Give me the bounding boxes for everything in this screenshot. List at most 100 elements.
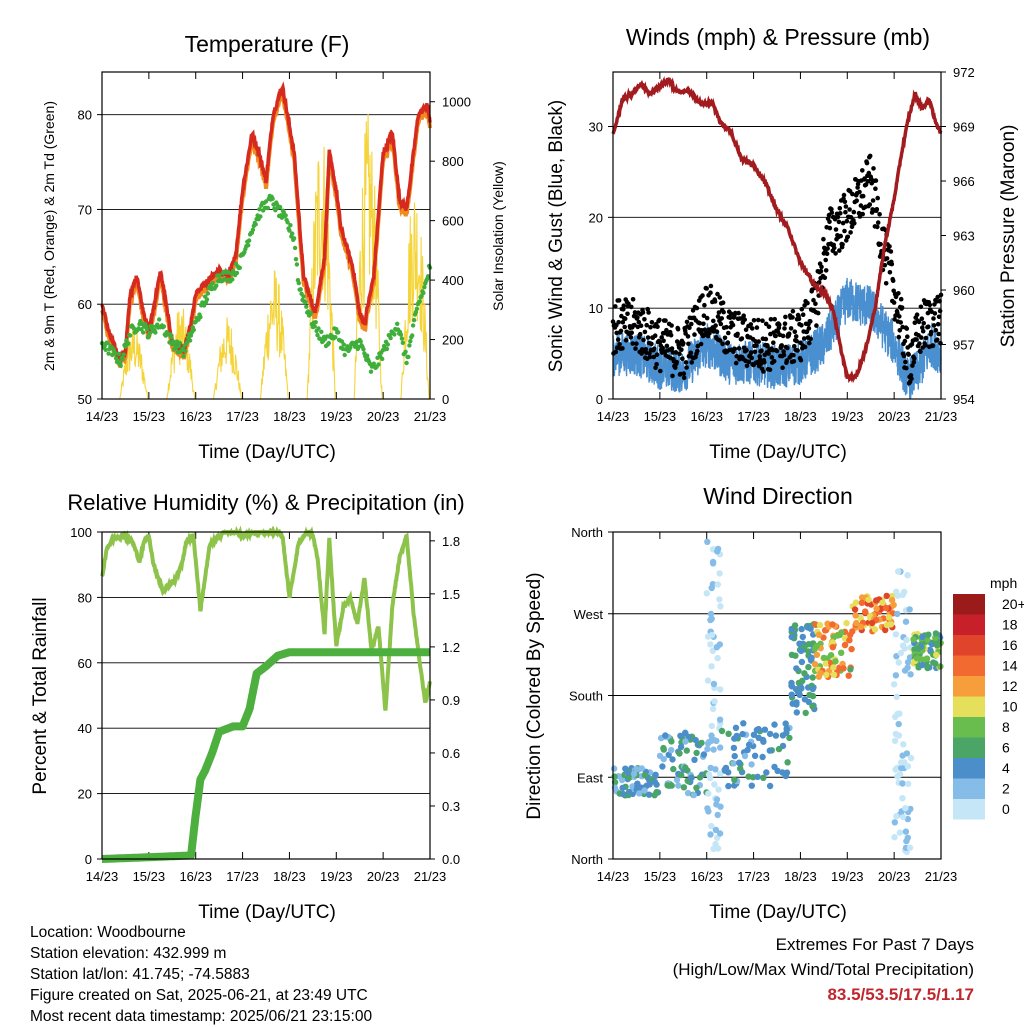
legend-label-4: 12 (1002, 678, 1018, 694)
direction-point (755, 734, 762, 741)
dewpoint-point (234, 270, 240, 276)
direction-point (857, 623, 865, 630)
direction-point (748, 761, 755, 768)
dewpoint-point (112, 351, 118, 356)
y-tick-label-left-0-3: 80 (78, 108, 92, 123)
extremes-box: Extremes For Past 7 Days (High/Low/Max W… (673, 932, 974, 1007)
direction-point (641, 772, 649, 779)
direction-point (879, 599, 886, 606)
gust-point (754, 325, 760, 330)
temperature-plot-frame (101, 71, 431, 400)
direction-point (904, 834, 911, 841)
direction-point (827, 652, 835, 659)
direction-point (906, 606, 913, 613)
gust-point (888, 249, 894, 254)
gust-point (630, 341, 635, 346)
gust-point (904, 326, 910, 331)
direction-point (903, 636, 910, 644)
direction-point (732, 724, 740, 731)
direction-point (714, 811, 721, 819)
gust-point (851, 209, 857, 215)
direction-point (682, 738, 689, 745)
direction-point (725, 782, 732, 790)
gust-point (695, 343, 701, 349)
gust-point (840, 220, 846, 226)
direction-point (704, 805, 711, 812)
gust-point (865, 179, 871, 184)
direction-point (618, 776, 626, 784)
gust-point (720, 300, 726, 306)
gust-point (695, 348, 700, 354)
gust-point (649, 320, 655, 325)
gust-point (813, 301, 818, 307)
direction-point (811, 661, 819, 668)
x-tick-label-3-5: 19/23 (831, 869, 864, 884)
dewpoint-point (296, 280, 301, 286)
gust-point (850, 191, 855, 197)
gust-point (677, 351, 682, 357)
dewpoint-point (399, 336, 405, 341)
direction-point (633, 765, 640, 773)
direction-point (791, 622, 799, 629)
temperature-ylabel-left: 2m & 9m T (Red, Orange) & 2m Td (Green) (41, 101, 57, 371)
direction-point (711, 781, 718, 788)
gust-point (870, 198, 876, 203)
gust-point (920, 328, 926, 334)
gust-point (873, 178, 879, 183)
dewpoint-point (315, 332, 320, 338)
dewpoint-point (257, 207, 262, 212)
direction-point (693, 749, 700, 757)
direction-point (793, 665, 800, 672)
direction-point (730, 760, 737, 767)
gust-point (616, 319, 621, 325)
direction-point (788, 691, 795, 698)
direction-point (692, 736, 699, 744)
gust-point (831, 245, 837, 251)
gust-point (730, 322, 736, 328)
x-tick-label-0-0: 14/23 (86, 409, 119, 424)
y-tick-label-left-2-5: 100 (70, 525, 92, 540)
gust-point (821, 236, 826, 242)
recent-text: Most recent data timestamp: 2025/06/21 2… (30, 1008, 373, 1025)
humidity-panel: Relative Humidity (%) & Precipitation (i… (30, 490, 465, 923)
direction-point (782, 720, 789, 727)
gust-point (914, 312, 920, 318)
dewpoint-point (410, 333, 415, 338)
direction-point (714, 581, 721, 588)
gust-point (751, 318, 757, 323)
direction-point (895, 659, 902, 666)
direction-point (904, 659, 912, 666)
gust-point (771, 340, 776, 346)
legend-swatch-9 (953, 778, 985, 799)
gust-point (644, 322, 649, 328)
gust-point (896, 334, 902, 340)
legend-swatch-8 (953, 758, 985, 779)
gust-series (610, 153, 944, 386)
gust-point (768, 317, 774, 322)
extremes-values: 83.5/53.5/17.5/1.17 (827, 985, 974, 1004)
gust-point (930, 343, 936, 349)
direction-point (698, 739, 705, 747)
gust-point (819, 264, 824, 270)
x-tick-label-3-7: 21/23 (925, 869, 958, 884)
gust-point (753, 339, 758, 344)
dewpoint-point (201, 303, 207, 308)
humidity-title: Relative Humidity (%) & Precipitation (i… (67, 490, 464, 515)
gust-point (645, 335, 651, 340)
x-tick-label-2-7: 21/23 (414, 869, 447, 884)
direction-point (745, 773, 752, 780)
gust-point (714, 329, 720, 335)
pressure-line (611, 76, 943, 384)
direction-point (717, 686, 724, 693)
direction-point (895, 720, 902, 728)
legend-swatch-4 (953, 676, 985, 697)
direction-point (816, 621, 824, 629)
location-text: Location: Woodbourne (30, 924, 186, 941)
direction-point (696, 774, 704, 781)
direction-point (709, 560, 717, 567)
direction-point (783, 729, 790, 736)
y-tick-label-left-0-0: 50 (78, 392, 92, 407)
direction-point (891, 737, 899, 744)
direction-point (788, 679, 795, 687)
gust-point (889, 261, 895, 267)
